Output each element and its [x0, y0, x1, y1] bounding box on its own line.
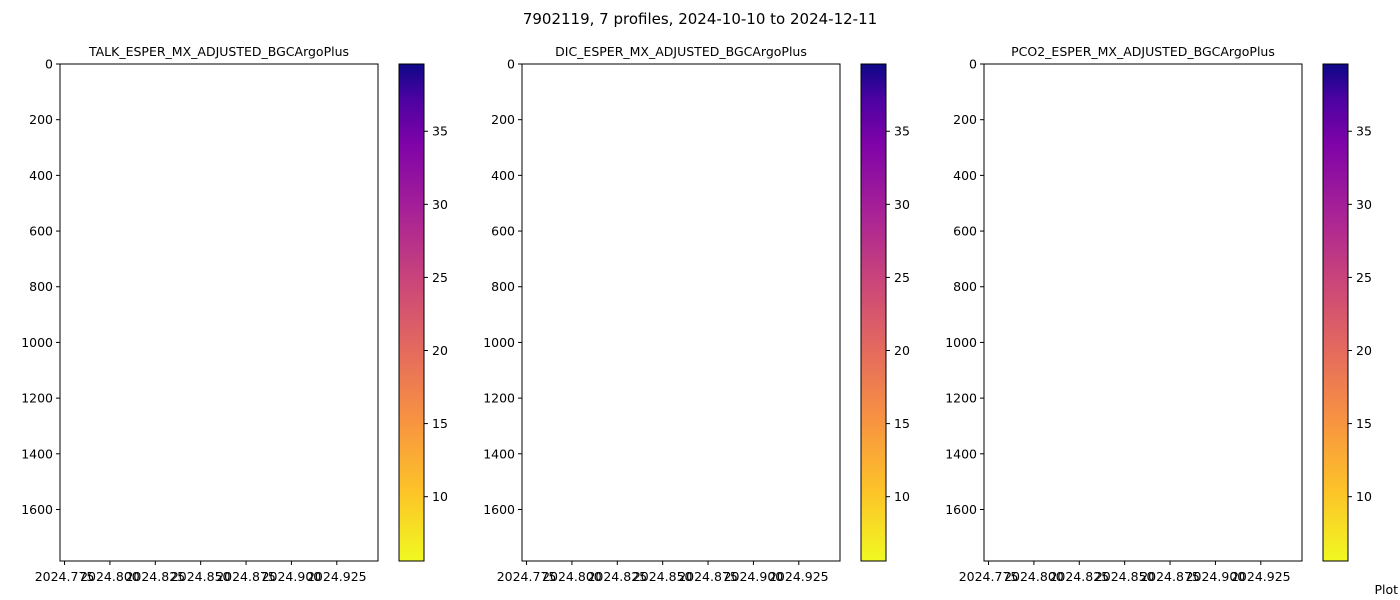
x-tick-label: 2024.800: [1004, 569, 1064, 584]
y-tick-label: 400: [491, 168, 515, 183]
x-tick-label: 2024.775: [497, 569, 557, 584]
x-tick-label: 2024.900: [724, 569, 784, 584]
y-tick-label: 200: [491, 112, 515, 127]
x-tick-label: 2024.850: [633, 569, 693, 584]
colorbar-tick-label: 35: [432, 124, 448, 139]
y-tick-label: 1000: [945, 335, 977, 350]
plot-area: [521, 63, 841, 562]
x-tick-label: 2024.850: [171, 569, 231, 584]
y-tick-label: 200: [29, 112, 53, 127]
plot-area: [59, 63, 379, 562]
panels: TALK_ESPER_MX_ADJUSTED_BGCArgoPlus020040…: [21, 44, 1372, 584]
y-tick-label: 1000: [21, 335, 53, 350]
colorbar-tick-label: 25: [1356, 270, 1372, 285]
y-tick-label: 0: [45, 57, 53, 72]
colorbar: [860, 63, 887, 562]
y-tick-label: 0: [969, 57, 977, 72]
colorbar-tick-label: 10: [894, 489, 910, 504]
y-tick-label: 1400: [483, 446, 515, 461]
x-tick-label: 2024.775: [959, 569, 1019, 584]
y-tick-label: 800: [29, 279, 53, 294]
y-tick-label: 0: [507, 57, 515, 72]
x-tick-label: 2024.875: [216, 569, 276, 584]
panel-title: DIC_ESPER_MX_ADJUSTED_BGCArgoPlus: [555, 44, 807, 59]
y-tick-label: 400: [953, 168, 977, 183]
colorbar: [1322, 63, 1349, 562]
colorbar-tick-label: 25: [432, 270, 448, 285]
y-tick-label: 600: [491, 224, 515, 239]
colorbar-tick-label: 30: [432, 197, 448, 212]
panel-1: TALK_ESPER_MX_ADJUSTED_BGCArgoPlus 0 200 40…: [21, 44, 448, 584]
x-tick-label: 2024.800: [542, 569, 602, 584]
x-tick-label: 2024.875: [1140, 569, 1200, 584]
y-tick-label: 600: [29, 224, 53, 239]
colorbar: [398, 63, 425, 562]
colorbar-tick-label: 15: [894, 416, 910, 431]
footer-text: Plot: [1374, 582, 1398, 597]
x-tick-label: 2024.925: [769, 569, 829, 584]
y-tick-label: 1200: [483, 391, 515, 406]
colorbar-tick-label: 20: [1356, 343, 1372, 358]
y-tick-label: 800: [953, 279, 977, 294]
panel-3: PCO2_ESPER_MX_ADJUSTED_BGCArgoPlus 0 200 40…: [945, 44, 1372, 584]
x-tick-label: 2024.800: [80, 569, 140, 584]
colorbar-tick-label: 30: [1356, 197, 1372, 212]
figure-title: 7902119, 7 profiles, 2024-10-10 to 2024-…: [523, 10, 877, 28]
x-tick-label: 2024.875: [678, 569, 738, 584]
colorbar-tick-label: 10: [432, 489, 448, 504]
plot-area: [983, 63, 1303, 562]
colorbar-tick-label: 10: [1356, 489, 1372, 504]
colorbar-tick-label: 35: [894, 124, 910, 139]
y-tick-label: 1200: [945, 391, 977, 406]
x-tick-label: 2024.825: [125, 569, 185, 584]
y-tick-label: 1000: [483, 335, 515, 350]
x-tick-label: 2024.925: [307, 569, 367, 584]
x-tick-label: 2024.775: [35, 569, 95, 584]
colorbar-tick-label: 30: [894, 197, 910, 212]
y-tick-label: 400: [29, 168, 53, 183]
y-tick-label: 1600: [945, 502, 977, 517]
x-tick-label: 2024.850: [1095, 569, 1155, 584]
y-tick-label: 1600: [21, 502, 53, 517]
colorbar-tick-label: 15: [432, 416, 448, 431]
panel-2: DIC_ESPER_MX_ADJUSTED_BGCArgoPlus 0 200 400…: [483, 44, 910, 584]
y-tick-label: 1400: [945, 446, 977, 461]
x-tick-label: 2024.825: [587, 569, 647, 584]
x-tick-label: 2024.825: [1049, 569, 1109, 584]
x-tick-label: 2024.900: [262, 569, 322, 584]
colorbar-tick-label: 15: [1356, 416, 1372, 431]
y-tick-label: 1200: [21, 391, 53, 406]
colorbar-tick-label: 20: [894, 343, 910, 358]
panel-title: TALK_ESPER_MX_ADJUSTED_BGCArgoPlus: [88, 44, 349, 59]
y-tick-label: 1600: [483, 502, 515, 517]
colorbar-tick-label: 25: [894, 270, 910, 285]
y-tick-label: 200: [953, 112, 977, 127]
colorbar-tick-label: 20: [432, 343, 448, 358]
colorbar-tick-label: 35: [1356, 124, 1372, 139]
y-tick-label: 600: [953, 224, 977, 239]
panel-title: PCO2_ESPER_MX_ADJUSTED_BGCArgoPlus: [1011, 44, 1275, 59]
y-tick-label: 1400: [21, 446, 53, 461]
y-tick-label: 800: [491, 279, 515, 294]
x-tick-label: 2024.925: [1231, 569, 1291, 584]
x-tick-label: 2024.900: [1186, 569, 1246, 584]
